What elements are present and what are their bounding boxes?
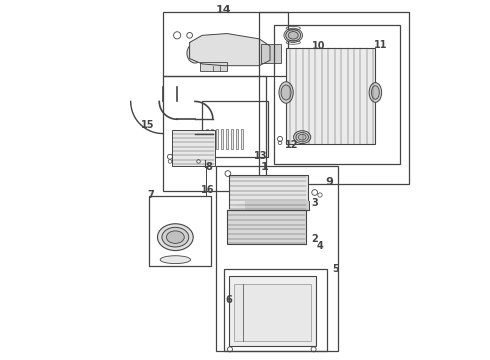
Ellipse shape: [187, 43, 203, 63]
Bar: [148, 196, 211, 266]
Text: 16: 16: [201, 185, 214, 195]
Text: 6: 6: [225, 295, 232, 305]
Bar: [231, 129, 233, 149]
Text: 3: 3: [311, 198, 318, 208]
Bar: [163, 76, 267, 191]
Text: 8: 8: [205, 162, 212, 172]
Ellipse shape: [371, 86, 379, 99]
Ellipse shape: [296, 132, 308, 142]
Text: 2: 2: [311, 234, 318, 244]
Bar: [217, 166, 338, 351]
Bar: [211, 129, 213, 149]
Bar: [216, 129, 218, 149]
Bar: [163, 12, 288, 76]
Text: 10: 10: [312, 41, 325, 51]
Text: 12: 12: [285, 140, 298, 150]
Polygon shape: [245, 202, 309, 210]
Ellipse shape: [294, 131, 311, 144]
Ellipse shape: [281, 85, 291, 100]
Text: 11: 11: [374, 40, 388, 50]
Bar: [200, 62, 227, 71]
Ellipse shape: [298, 134, 306, 140]
Text: 15: 15: [141, 120, 154, 130]
Bar: [220, 129, 223, 149]
Text: 9: 9: [325, 177, 333, 187]
Text: 1: 1: [261, 162, 269, 172]
Bar: [226, 129, 228, 149]
Bar: [227, 210, 306, 244]
Bar: [259, 12, 409, 184]
Bar: [261, 44, 281, 63]
Ellipse shape: [284, 28, 302, 42]
Ellipse shape: [167, 231, 184, 243]
Ellipse shape: [288, 32, 298, 39]
Bar: [273, 24, 400, 164]
Bar: [234, 284, 311, 342]
Ellipse shape: [279, 82, 293, 103]
Bar: [223, 269, 327, 351]
Ellipse shape: [157, 224, 193, 251]
Bar: [229, 175, 308, 210]
Text: 5: 5: [333, 264, 340, 274]
Bar: [202, 102, 268, 157]
Bar: [236, 129, 238, 149]
Bar: [172, 130, 215, 166]
Polygon shape: [227, 202, 309, 210]
Bar: [286, 48, 375, 144]
Ellipse shape: [162, 227, 189, 247]
Text: 14: 14: [216, 5, 231, 15]
Bar: [206, 129, 208, 149]
Polygon shape: [190, 33, 270, 66]
Ellipse shape: [286, 30, 301, 41]
Bar: [229, 276, 317, 346]
Ellipse shape: [369, 83, 382, 102]
Text: 4: 4: [317, 241, 323, 251]
Bar: [241, 129, 243, 149]
Ellipse shape: [160, 256, 191, 264]
Text: 7: 7: [147, 190, 154, 200]
Text: 13: 13: [254, 151, 268, 161]
Ellipse shape: [190, 46, 200, 60]
